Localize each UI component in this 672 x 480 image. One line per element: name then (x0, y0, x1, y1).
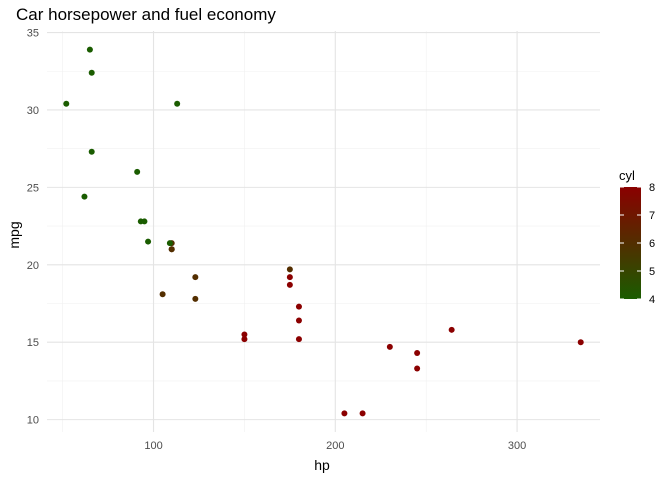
data-point (159, 291, 166, 298)
legend-colorbar (620, 187, 641, 299)
data-point (359, 410, 366, 417)
x-axis-title: hp (314, 457, 330, 473)
y-tick-label: 35 (27, 28, 39, 40)
data-point (174, 100, 181, 107)
legend-tick-labels: 4 5 6 7 8 (620, 182, 655, 306)
data-point (166, 240, 173, 247)
y-axis-tick-labels: 10 15 20 25 30 35 (27, 28, 39, 427)
chart-title: Car horsepower and fuel economy (16, 5, 276, 24)
data-point (414, 365, 421, 372)
data-point (168, 246, 175, 253)
data-point (448, 326, 455, 333)
y-tick-label: 30 (27, 105, 39, 117)
legend-tick-label: 7 (649, 210, 655, 222)
legend-tick-label: 4 (649, 294, 655, 306)
data-point (192, 295, 199, 302)
data-point (86, 46, 93, 53)
legend-tick-label: 6 (649, 238, 655, 250)
legend-tick-label: 5 (649, 266, 655, 278)
data-point (241, 336, 248, 343)
data-point (141, 218, 148, 225)
y-tick-label: 10 (27, 415, 39, 427)
x-tick-label: 300 (508, 440, 526, 452)
data-point (145, 238, 152, 245)
legend-title: cyl (619, 168, 635, 183)
data-point (286, 274, 293, 281)
y-tick-label: 15 (27, 337, 39, 349)
y-tick-label: 25 (27, 182, 39, 194)
color-legend: cyl 4 5 6 7 8 (619, 168, 655, 306)
data-point (241, 331, 248, 338)
data-point (577, 339, 584, 346)
minor-gridlines (47, 31, 600, 432)
major-gridlines (47, 31, 600, 432)
data-point (88, 148, 95, 155)
legend-tick-label: 8 (649, 182, 655, 194)
data-point (63, 100, 70, 107)
x-tick-label: 200 (326, 440, 344, 452)
data-point (81, 193, 88, 200)
y-axis-title: mpg (6, 221, 22, 248)
data-point (192, 274, 199, 281)
data-point (414, 350, 421, 357)
y-tick-label: 20 (27, 260, 39, 272)
data-point (341, 410, 348, 417)
data-point (88, 69, 95, 76)
x-axis-tick-labels: 100 200 300 (144, 440, 526, 452)
data-point (295, 336, 302, 343)
data-point (386, 343, 393, 350)
data-point (295, 303, 302, 310)
x-tick-label: 100 (144, 440, 162, 452)
data-points (63, 46, 584, 417)
data-point (295, 317, 302, 324)
data-point (134, 168, 141, 175)
data-point (286, 266, 293, 273)
data-point (286, 281, 293, 288)
